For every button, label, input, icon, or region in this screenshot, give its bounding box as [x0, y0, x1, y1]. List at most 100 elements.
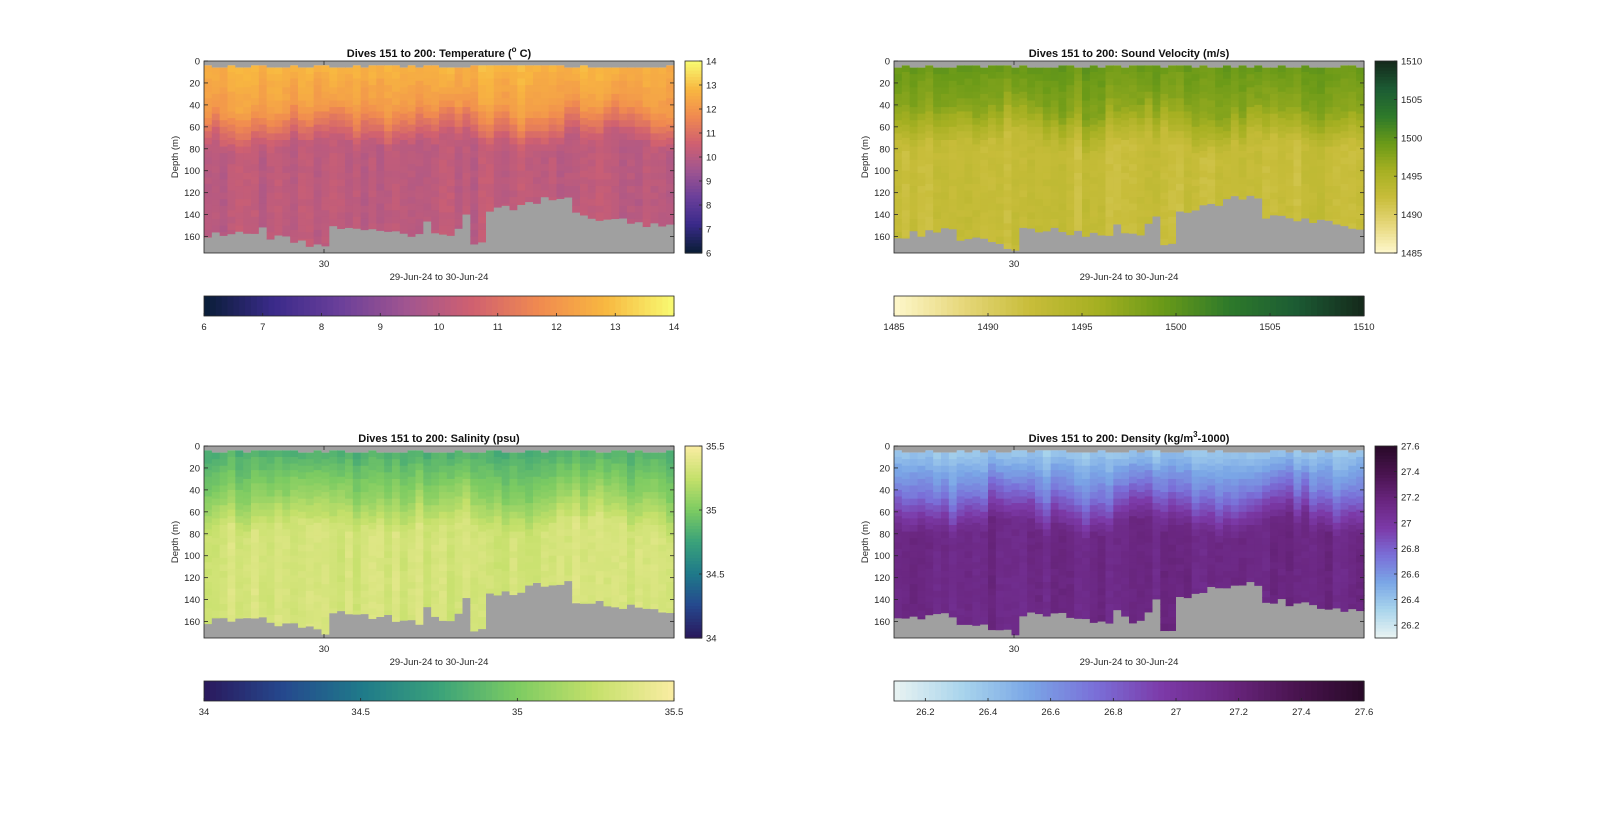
- nodata-cell: [611, 61, 619, 68]
- heatmap-cell: [439, 604, 447, 611]
- nodata-cell: [988, 242, 996, 253]
- heatmap-cell: [298, 160, 306, 167]
- heatmap-cell: [1278, 171, 1286, 178]
- heatmap-cell: [564, 173, 572, 180]
- heatmap-cell: [902, 111, 910, 118]
- heatmap-cell: [1168, 158, 1176, 165]
- heatmap-cell: [243, 206, 251, 213]
- heatmap-cell: [627, 107, 635, 114]
- heatmap-cell: [1066, 144, 1074, 151]
- hcolorbar-segment: [627, 296, 633, 316]
- heatmap-cell: [494, 190, 502, 197]
- heatmap-cell: [400, 525, 408, 532]
- heatmap-cell: [1176, 111, 1184, 118]
- hcolorbar-segment: [929, 296, 935, 316]
- heatmap-cell: [525, 496, 533, 503]
- heatmap-cell: [1121, 166, 1129, 173]
- heatmap-cell: [1356, 133, 1364, 140]
- nodata-cell: [282, 446, 290, 450]
- heatmap-cell: [1074, 100, 1082, 107]
- heatmap-cell: [353, 538, 361, 545]
- heatmap-cell: [470, 485, 478, 492]
- heatmap-cell: [267, 595, 275, 602]
- heatmap-cell: [251, 171, 259, 178]
- heatmap-cell: [204, 118, 212, 125]
- heatmap-cell: [1348, 164, 1356, 171]
- heatmap-cell: [564, 68, 572, 75]
- heatmap-cell: [322, 597, 330, 604]
- heatmap-cell: [1098, 127, 1106, 134]
- hcolorbar-segment: [410, 296, 416, 316]
- heatmap-cell: [1004, 144, 1012, 151]
- heatmap-cell: [1098, 226, 1106, 233]
- heatmap-cell: [478, 237, 486, 243]
- heatmap-cell: [972, 164, 980, 171]
- heatmap-cell: [517, 105, 525, 112]
- heatmap-cell: [282, 166, 290, 173]
- heatmap-cell: [1325, 68, 1333, 75]
- heatmap-cell: [1247, 140, 1255, 147]
- heatmap-cell: [941, 166, 949, 173]
- heatmap-cell: [619, 120, 627, 127]
- heatmap-cell: [596, 193, 604, 200]
- heatmap-cell: [408, 615, 416, 621]
- heatmap-cell: [463, 512, 471, 519]
- heatmap-cell: [1098, 147, 1106, 154]
- heatmap-cell: [502, 184, 510, 191]
- heatmap-cell: [478, 138, 486, 145]
- heatmap-cell: [933, 147, 941, 154]
- heatmap-cell: [1223, 92, 1231, 99]
- heatmap-cell: [439, 140, 447, 147]
- hcolorbar-segment: [463, 296, 469, 316]
- heatmap-cell: [541, 466, 549, 473]
- heatmap-cell: [1113, 144, 1121, 151]
- heatmap-cell: [666, 105, 674, 112]
- heatmap-cell: [439, 147, 447, 154]
- heatmap-cell: [643, 160, 651, 167]
- heatmap-cell: [353, 466, 361, 473]
- heatmap-cell: [243, 611, 251, 618]
- heatmap-cell: [423, 485, 431, 492]
- heatmap-cell: [400, 532, 408, 539]
- heatmap-cell: [541, 571, 549, 578]
- heatmap-cell: [439, 525, 447, 532]
- heatmap-cell: [1082, 87, 1090, 94]
- heatmap-cell: [627, 193, 635, 200]
- heatmap-cell: [1301, 171, 1309, 178]
- nodata-cell: [314, 61, 322, 65]
- heatmap-cell: [1121, 87, 1129, 94]
- heatmap-cell: [557, 464, 565, 471]
- nodata-cell: [447, 446, 455, 453]
- heatmap-cell: [306, 140, 314, 147]
- heatmap-cell: [1333, 81, 1341, 88]
- nodata-cell: [1215, 206, 1223, 253]
- heatmap-cell: [478, 217, 486, 224]
- heatmap-cell: [220, 597, 228, 604]
- heatmap-cell: [965, 210, 973, 217]
- heatmap-cell: [251, 72, 259, 79]
- heatmap-cell: [329, 556, 337, 563]
- heatmap-cell: [235, 470, 243, 477]
- heatmap-cell: [533, 65, 541, 72]
- heatmap-cell: [1121, 100, 1129, 107]
- heatmap-cell: [988, 111, 996, 118]
- heatmap-cell: [361, 94, 369, 101]
- heatmap-cell: [494, 125, 502, 132]
- heatmap-cell: [533, 529, 541, 536]
- nodata-cell: [572, 213, 580, 253]
- heatmap-cell: [502, 92, 510, 99]
- heatmap-cell: [1137, 171, 1145, 178]
- heatmap-cell: [541, 558, 549, 565]
- heatmap-cell: [949, 87, 957, 94]
- heatmap-cell: [596, 512, 604, 519]
- heatmap-cell: [361, 512, 369, 519]
- heatmap-cell: [243, 74, 251, 81]
- hcolorbar-segment: [486, 296, 492, 316]
- heatmap-cell: [658, 199, 666, 206]
- hcolorbar-segment: [662, 296, 668, 316]
- heatmap-cell: [298, 81, 306, 88]
- heatmap-cell: [212, 472, 220, 479]
- heatmap-cell: [243, 532, 251, 539]
- heatmap-cell: [337, 602, 345, 609]
- heatmap-cell: [1215, 193, 1223, 200]
